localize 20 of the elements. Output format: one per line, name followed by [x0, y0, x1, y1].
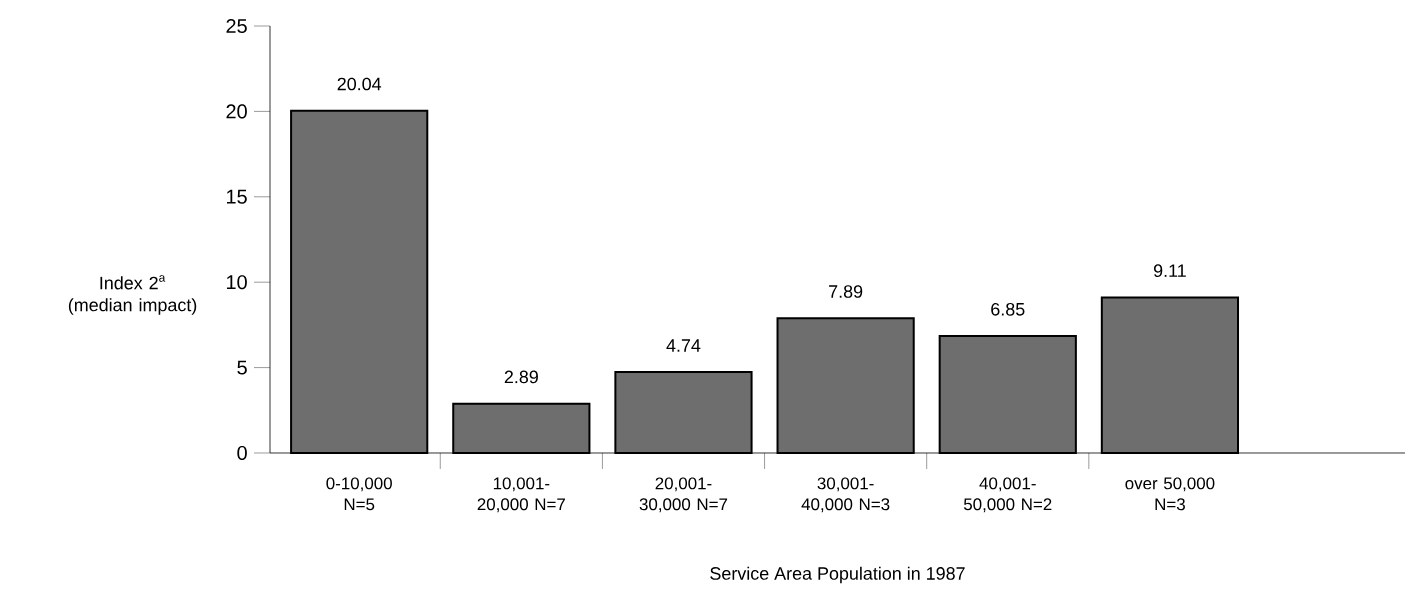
- x-tick-label: over 50,000 N=3: [1125, 477, 1215, 511]
- data-label: 9.11: [1153, 264, 1186, 278]
- y-tick-label: 0: [237, 445, 247, 461]
- x-axis-title: Service Area Population in 1987: [710, 566, 965, 584]
- data-label: 7.89: [829, 285, 863, 298]
- data-label: 4.74: [666, 339, 701, 352]
- x-tick-label: 0-10,000 N=5: [326, 477, 392, 511]
- text: Index 2$^{a}$ (median impact): [68, 275, 197, 315]
- data-label: 20.04: [337, 77, 382, 91]
- y-tick-label: 20: [226, 104, 247, 119]
- y-tick-label: 10: [227, 275, 247, 290]
- data-label: 6.85: [991, 302, 1025, 316]
- data-label: 2.89: [504, 370, 538, 384]
- y-tick-label: 5: [237, 360, 247, 375]
- x-tick-label: 10,001-20,000 N=7: [477, 477, 565, 513]
- x-tick-label: 20,001-30,000 N=7: [639, 477, 728, 513]
- y-tick-label: 15: [227, 189, 247, 204]
- y-tick-label: 25: [226, 18, 247, 34]
- x-tick-label: 30,001-40,000 N=3: [801, 477, 890, 513]
- x-tick-label: 40,001-50,000 N=2: [963, 477, 1052, 513]
